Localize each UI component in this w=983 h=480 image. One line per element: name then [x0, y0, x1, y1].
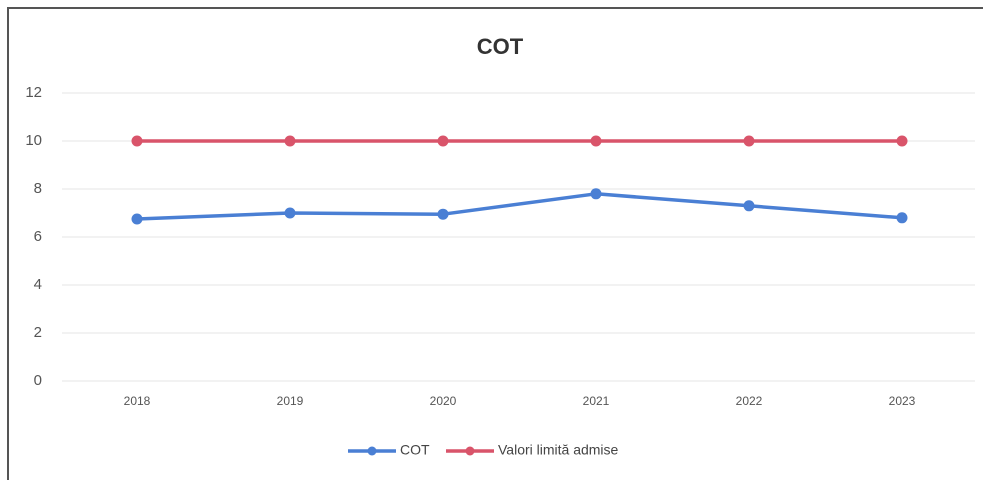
- data-point: [437, 135, 449, 147]
- x-tick-label: 2023: [889, 394, 916, 408]
- y-tick-label: 2: [34, 324, 42, 341]
- frame: [7, 7, 983, 480]
- data-point: [131, 213, 143, 225]
- data-point: [896, 135, 908, 147]
- legend-label: Valori limită admise: [498, 442, 619, 458]
- data-point: [131, 135, 143, 147]
- x-tick-label: 2018: [124, 394, 151, 408]
- y-tick-label: 10: [25, 132, 42, 149]
- legend-marker: [465, 446, 475, 456]
- series-line: [136, 192, 903, 221]
- legend-marker: [367, 446, 377, 456]
- y-tick-label: 6: [34, 228, 42, 245]
- y-tick-label: 0: [34, 372, 42, 389]
- y-tick-label: 8: [34, 180, 42, 197]
- data-point: [743, 200, 755, 212]
- x-tick-label: 2019: [277, 394, 304, 408]
- x-tick-label: 2020: [430, 394, 457, 408]
- y-tick-label: 12: [25, 84, 42, 101]
- data-point: [590, 135, 602, 147]
- data-point: [284, 135, 296, 147]
- x-tick-label: 2021: [583, 394, 610, 408]
- data-point: [437, 208, 449, 220]
- data-point: [590, 188, 602, 200]
- chart-title: COT: [477, 34, 524, 59]
- legend-label: COT: [400, 442, 430, 458]
- data-point: [896, 212, 908, 224]
- data-point: [284, 207, 296, 219]
- data-point: [743, 135, 755, 147]
- y-tick-label: 4: [34, 276, 42, 293]
- x-tick-label: 2022: [736, 394, 763, 408]
